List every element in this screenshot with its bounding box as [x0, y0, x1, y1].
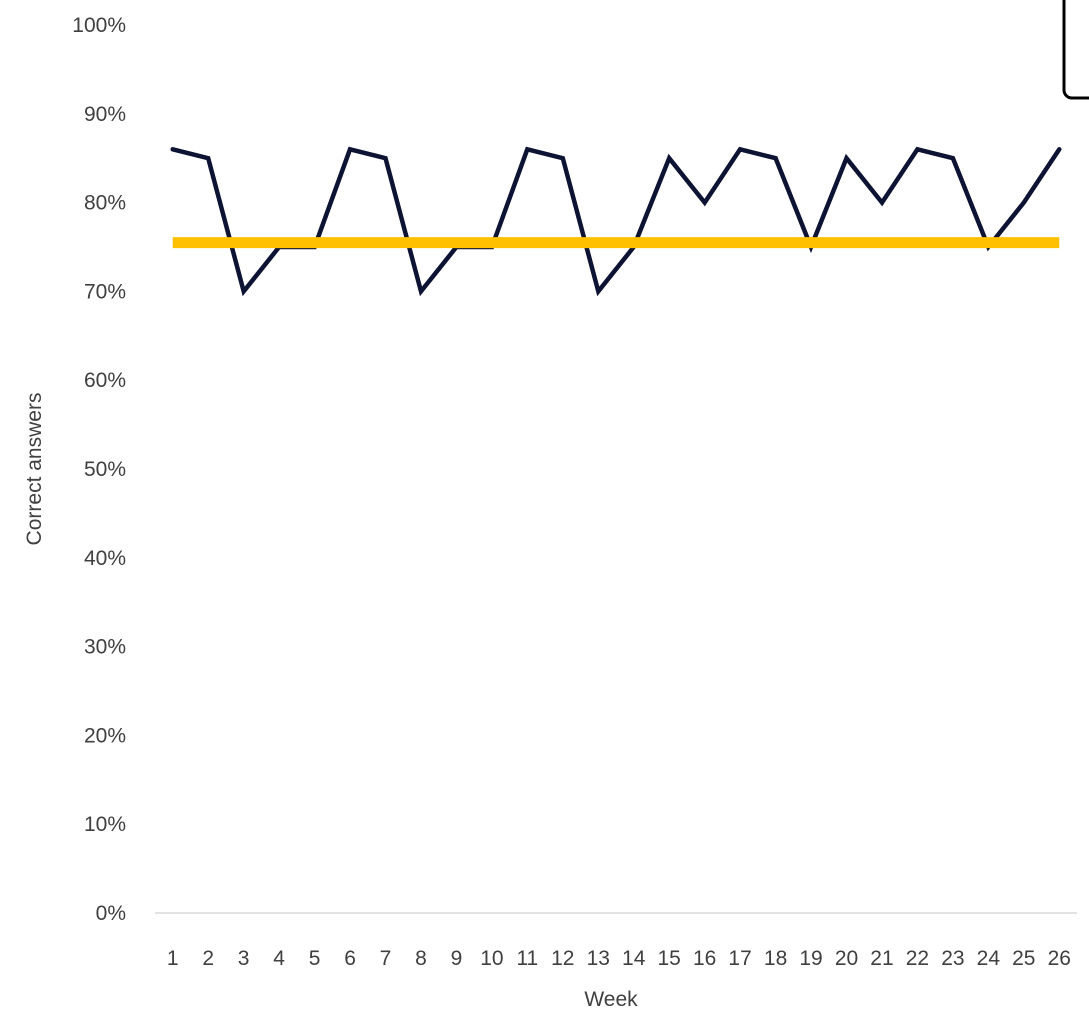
y-tick-label: 10% [84, 813, 126, 836]
x-tick-label: 24 [977, 947, 1001, 970]
y-tick-label: 60% [84, 369, 126, 392]
y-tick-label: 80% [84, 192, 126, 215]
y-tick-label: 50% [84, 458, 126, 481]
x-tick-label: 14 [622, 947, 646, 970]
x-tick-label: 13 [587, 947, 610, 970]
x-tick-label: 8 [415, 947, 427, 970]
y-tick-label: 90% [84, 103, 126, 126]
x-axis-title: Week [584, 988, 638, 1011]
x-tick-label: 3 [238, 947, 250, 970]
x-tick-label: 15 [658, 947, 681, 970]
y-tick-label: 0% [96, 902, 126, 925]
x-tick-label: 4 [273, 947, 285, 970]
series-layer [170, 146, 1062, 297]
x-tick-label: 10 [480, 947, 503, 970]
series-line-correct-answers [170, 146, 1062, 297]
y-tick-label: 40% [84, 547, 126, 570]
x-tick-label: 23 [941, 947, 964, 970]
x-tick-label: 20 [835, 947, 858, 970]
y-tick-label: 20% [84, 724, 126, 747]
x-tick-label: 12 [551, 947, 574, 970]
x-tick-label: 1 [167, 947, 179, 970]
x-axis-ticks: 1 2 3 4 5 6 7 8 9 10 11 12 13 14 15 16 17 18 19 20 21 22 23 24 2… [167, 947, 1071, 970]
x-tick-label: 9 [451, 947, 463, 970]
x-tick-label: 22 [906, 947, 929, 970]
y-axis-title: Correct answers [23, 393, 46, 546]
x-tick-label: 25 [1012, 947, 1035, 970]
y-tick-label: 70% [84, 280, 126, 303]
x-tick-label: 11 [516, 947, 538, 970]
x-tick-label: 16 [693, 947, 716, 970]
x-tick-label: 26 [1048, 947, 1071, 970]
legend-box [1062, 0, 1089, 100]
x-tick-label: 6 [344, 947, 356, 970]
x-tick-label: 7 [380, 947, 392, 970]
x-tick-label: 5 [309, 947, 321, 970]
x-tick-label: 18 [764, 947, 787, 970]
y-axis-ticks: 0% 10% 20% 30% 40% 50% 60% 70% 80% 90% 100% [72, 14, 126, 925]
x-tick-label: 2 [202, 947, 214, 970]
y-tick-label: 100% [72, 14, 126, 37]
x-tick-label: 17 [728, 947, 751, 970]
x-tick-label: 21 [870, 947, 893, 970]
x-tick-label: 19 [799, 947, 822, 970]
y-tick-label: 30% [84, 636, 126, 659]
legend [1062, 0, 1089, 100]
